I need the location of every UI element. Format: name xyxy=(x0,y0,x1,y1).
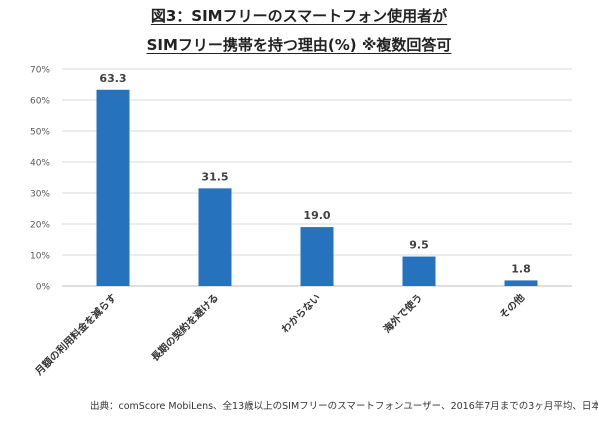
data-label: 63.3 xyxy=(99,72,126,85)
data-label: 31.5 xyxy=(201,170,228,183)
data-label: 19.0 xyxy=(303,209,330,222)
y-tick-label: 50% xyxy=(30,128,50,138)
y-tick-label: 0% xyxy=(36,283,51,293)
bar xyxy=(96,89,130,287)
y-tick-label: 20% xyxy=(30,221,50,231)
chart-title-line1: 図3：SIMフリーのスマートフォン使用者が xyxy=(150,7,448,25)
x-tick-label: 海外で使う xyxy=(381,291,426,336)
x-tick-label: わからない xyxy=(279,292,323,336)
bar xyxy=(198,188,232,286)
y-tick-label: 10% xyxy=(30,252,50,262)
x-tick-label: 月額の利用料金を減らす xyxy=(32,291,120,379)
x-tick-label: その他 xyxy=(497,291,527,321)
bar xyxy=(402,256,436,286)
y-tick-label: 30% xyxy=(30,190,50,200)
y-tick-label: 40% xyxy=(30,159,50,169)
bar xyxy=(300,227,334,286)
y-tick-label: 60% xyxy=(30,97,50,107)
x-tick-label: 長期の契約を避ける xyxy=(148,291,221,364)
data-label: 1.8 xyxy=(511,262,531,275)
source-note: 出典：comScore MobiLens、全13歳以上のSIMフリーのスマートフ… xyxy=(90,401,598,412)
data-label: 9.5 xyxy=(409,239,429,252)
bar xyxy=(504,280,538,286)
y-tick-label: 70% xyxy=(30,66,50,76)
chart-title-line2: SIMフリー携帯を持つ理由(%) ※複数回答可 xyxy=(146,36,452,54)
